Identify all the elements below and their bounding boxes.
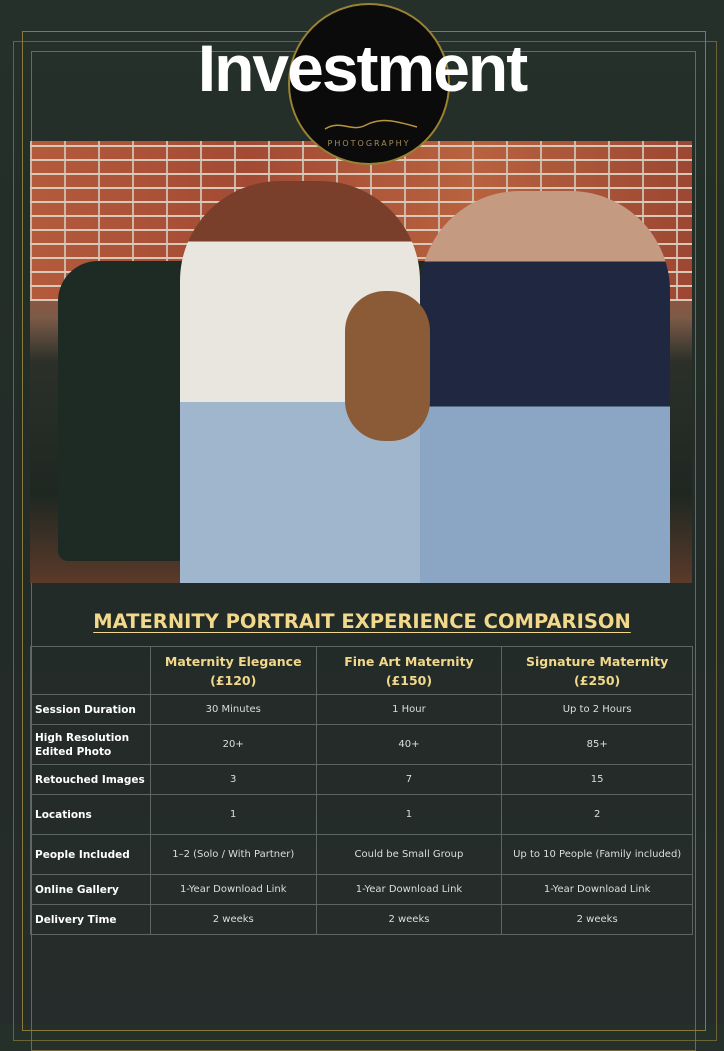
dog	[345, 291, 430, 441]
table-row: Online Gallery 1-Year Download Link 1-Year…	[30, 874, 693, 905]
row-label: Delivery Time	[30, 904, 151, 935]
table-cell: 40+	[315, 724, 503, 765]
row-label: Retouched Images	[30, 764, 151, 795]
row-label: High Resolution Edited Photo	[30, 724, 151, 765]
comparison-table: Maternity Elegance (£120) Fine Art Matern…	[30, 646, 693, 935]
logo-subtext: PHOTOGRAPHY	[327, 139, 411, 148]
table-cell: Up to 10 People (Family included)	[501, 834, 693, 875]
package-price: (£120)	[210, 672, 257, 688]
table-cell: 1	[315, 794, 503, 835]
couple-photo	[30, 141, 692, 583]
table-cell: 7	[315, 764, 503, 795]
logo-swash-icon	[324, 119, 418, 130]
section-heading: MATERNITY PORTRAIT EXPERIENCE COMPARISON	[93, 610, 631, 633]
table-cell: 1 Hour	[315, 694, 503, 725]
table-cell: 1-Year Download Link	[501, 874, 693, 905]
table-cell: Up to 2 Hours	[501, 694, 693, 725]
package-price: (£250)	[574, 672, 621, 688]
table-row: Session Duration 30 Minutes 1 Hour Up to 2 …	[30, 694, 693, 725]
table-cell: 1	[149, 794, 317, 835]
table-cell: 3	[149, 764, 317, 795]
column-header: Maternity Elegance (£120)	[149, 646, 317, 695]
column-header: Fine Art Maternity (£150)	[315, 646, 503, 695]
page-title: Investment	[197, 31, 528, 105]
row-label: Session Duration	[30, 694, 151, 725]
table-cell: 2 weeks	[149, 904, 317, 935]
table-cell: 1-Year Download Link	[149, 874, 317, 905]
package-name: Fine Art Maternity	[344, 653, 474, 669]
table-row: People Included 1–2 (Solo / With Partner)…	[30, 834, 693, 875]
package-name: Signature Maternity	[526, 653, 669, 669]
table-row: High Resolution Edited Photo 20+ 40+ 85+	[30, 724, 693, 765]
column-header: Signature Maternity (£250)	[501, 646, 693, 695]
table-cell: 15	[501, 764, 693, 795]
table-row: Locations 1 1 2	[30, 794, 693, 835]
table-cell: 85+	[501, 724, 693, 765]
empty-header-cell	[30, 646, 151, 695]
row-label: Online Gallery	[30, 874, 151, 905]
table-cell: 30 Minutes	[149, 694, 317, 725]
logo: PHOTOGRAPHY	[288, 3, 450, 165]
table-header-row: Maternity Elegance (£120) Fine Art Matern…	[30, 646, 693, 695]
package-name: Maternity Elegance	[164, 653, 302, 669]
table-cell: Could be Small Group	[315, 834, 503, 875]
table-cell: 2 weeks	[501, 904, 693, 935]
table-cell: 2 weeks	[315, 904, 503, 935]
row-label: People Included	[30, 834, 151, 875]
man	[420, 191, 670, 583]
row-label: Locations	[30, 794, 151, 835]
table-cell: 20+	[149, 724, 317, 765]
table-cell: 1–2 (Solo / With Partner)	[149, 834, 317, 875]
table-row: Retouched Images 3 7 15	[30, 764, 693, 795]
package-price: (£150)	[385, 672, 433, 688]
table-cell: 1-Year Download Link	[315, 874, 503, 905]
table-row: Delivery Time 2 weeks 2 weeks 2 weeks	[30, 904, 693, 935]
table-cell: 2	[501, 794, 693, 835]
